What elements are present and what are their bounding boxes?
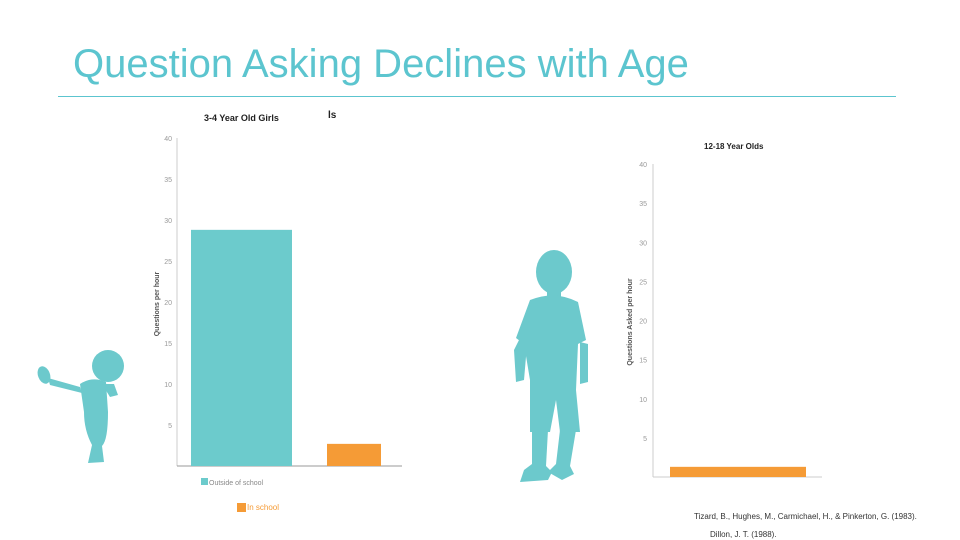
title-divider: [58, 96, 896, 97]
boy-silhouette-icon: [514, 250, 588, 482]
slide-title: Question Asking Declines with Age: [73, 42, 689, 86]
chart2-y-tick-label: 20: [639, 319, 647, 326]
chart1-y-ticks: 5 10 15 20 25 30 35 40: [164, 136, 172, 430]
chart1-y-tick-label: 25: [164, 259, 172, 266]
legend-swatch-outside: [201, 478, 208, 485]
chart2-y-tick-label: 10: [639, 397, 647, 404]
chart1-y-tick-label: 5: [168, 423, 172, 430]
chart2-bar: [670, 466, 806, 477]
chart2-y-tick-label: 5: [643, 436, 647, 443]
chart2-y-tick-label: 30: [639, 240, 647, 247]
chart1-y-tick-label: 30: [164, 218, 172, 225]
chart-3-4-year-old-girls: 3-4 Year Old Girls ls Questions per hour…: [154, 110, 402, 512]
chart1-y-tick-label: 10: [164, 382, 172, 389]
chart1-y-tick-label: 15: [164, 341, 172, 348]
chart2-y-label: Questions Asked per hour: [627, 278, 634, 366]
legend-swatch-in-school: [237, 503, 246, 512]
chart2-y-ticks: 5 10 15 20 25 30 35 40: [639, 162, 647, 443]
chart-12-18-year-olds: 12-18 Year Olds Questions Asked per hour…: [627, 142, 822, 478]
chart1-bar: [327, 443, 381, 466]
chart1-title: 3-4 Year Old Girls: [204, 113, 279, 123]
chart2-title: 12-18 Year Olds: [704, 142, 764, 151]
chart1-y-tick-label: 20: [164, 300, 172, 307]
chart1-title-fragment: ls: [328, 110, 337, 121]
chart1-y-tick-label: 40: [164, 136, 172, 143]
legend-label-in-school: In school: [247, 503, 279, 512]
toddler-silhouette-icon: [37, 350, 124, 463]
citation-tizard: Tizard, B., Hughes, M., Carmichael, H., …: [694, 512, 917, 521]
chart1-y-tick-label: 35: [164, 177, 172, 184]
chart2-y-tick-label: 15: [639, 358, 647, 365]
chart2-y-tick-label: 40: [639, 162, 647, 169]
chart1-bar: [191, 229, 292, 466]
chart1-y-label: Questions per hour: [154, 271, 161, 336]
legend-label-outside: Outside of school: [209, 480, 264, 487]
chart2-bars: [670, 466, 806, 477]
chart2-y-tick-label: 35: [639, 201, 647, 208]
chart2-y-tick-label: 25: [639, 279, 647, 286]
chart1-bars: [191, 229, 381, 466]
citation-dillon: Dillon, J. T. (1988).: [710, 530, 777, 539]
